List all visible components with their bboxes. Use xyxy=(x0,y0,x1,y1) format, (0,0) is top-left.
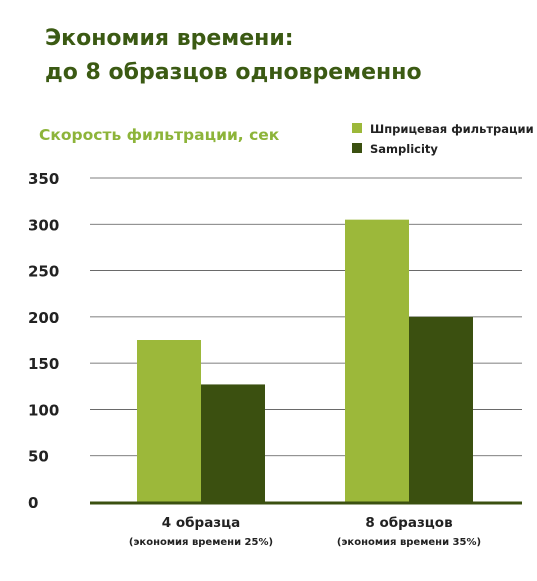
x-tick-note-1: (экономия времени 35%) xyxy=(337,537,481,548)
y-tick-label-150: 150 xyxy=(28,355,59,373)
title-line-1: Экономия времени: xyxy=(45,26,294,51)
y-axis-label: Скорость фильтрации, сек xyxy=(39,126,280,144)
x-tick-label-0: 4 образца xyxy=(162,515,241,531)
y-tick-label-50: 50 xyxy=(28,448,49,466)
bar-syringe-1 xyxy=(345,219,409,502)
legend: Шприцевая фильтрации Samplicity xyxy=(352,122,534,156)
bar-samplicity-1 xyxy=(409,316,473,502)
x-tick-label-1: 8 образцов xyxy=(365,515,452,531)
y-tick-label-300: 300 xyxy=(28,216,59,234)
legend-label-0: Шприцевая фильтрации xyxy=(370,122,534,136)
y-tick-label-0: 0 xyxy=(28,494,38,512)
page-title: Экономия времени: до 8 образцов одноврем… xyxy=(45,22,525,90)
bar-syringe-0 xyxy=(137,340,201,502)
y-tick-label-250: 250 xyxy=(28,263,59,281)
y-tick-label-200: 200 xyxy=(28,309,59,327)
y-tick-labels: 0 50 100 150 200 250 300 350 xyxy=(28,170,59,512)
legend-swatch-0 xyxy=(352,123,362,133)
legend-label-1: Samplicity xyxy=(370,142,438,156)
bar-samplicity-0 xyxy=(201,384,265,502)
bars xyxy=(90,219,522,505)
legend-swatch-1 xyxy=(352,143,362,153)
x-tick-note-0: (экономия времени 25%) xyxy=(129,537,273,548)
x-tick-labels: 4 образца (экономия времени 25%) 8 образцо… xyxy=(129,515,481,548)
y-tick-label-100: 100 xyxy=(28,401,59,419)
title-line-2: до 8 образцов одновременно xyxy=(45,60,422,85)
y-tick-label-350: 350 xyxy=(28,170,59,188)
